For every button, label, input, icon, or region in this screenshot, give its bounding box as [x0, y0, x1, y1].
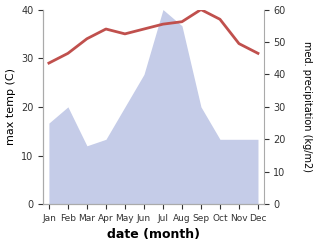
- Y-axis label: max temp (C): max temp (C): [5, 68, 16, 145]
- X-axis label: date (month): date (month): [107, 228, 200, 242]
- Y-axis label: med. precipitation (kg/m2): med. precipitation (kg/m2): [302, 41, 313, 172]
